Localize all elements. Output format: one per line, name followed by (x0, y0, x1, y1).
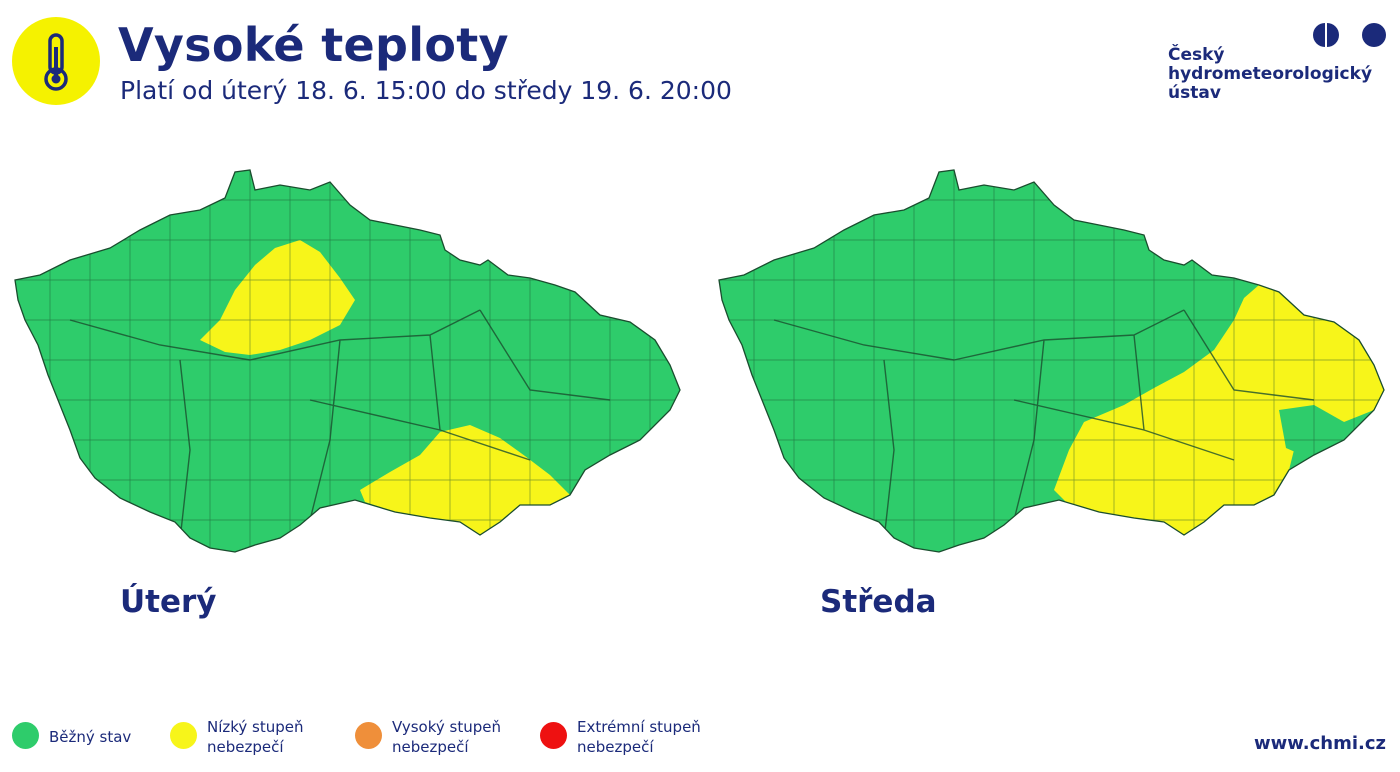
validity-period: Platí od úterý 18. 6. 15:00 do středy 19… (120, 76, 732, 105)
legend-label-line2: nebezpečí (392, 738, 469, 756)
chmi-logo-text: Český hydrometeorologický ústav (1168, 46, 1393, 103)
normal-area-pocket (1279, 405, 1344, 458)
day-label-wednesday: Středa (820, 584, 937, 620)
warning-area-moravia (1054, 285, 1384, 535)
map-czech-republic (15, 170, 680, 552)
map-wednesday (718, 169, 1385, 553)
legend-label: Extrémní stupeň (577, 718, 701, 736)
footer-url[interactable]: www.chmi.cz (1254, 733, 1386, 754)
legend-label: Běžný stav (49, 728, 132, 746)
chmi-logo-icon (1313, 23, 1386, 47)
legend-swatch-yellow (170, 722, 197, 749)
warning-badge (12, 17, 100, 105)
warning-area-prague (200, 240, 355, 355)
legend-swatch-green (12, 722, 39, 749)
legend-label: Nízký stupeň (207, 718, 304, 736)
logo-line-3: ústav (1168, 83, 1221, 103)
thermometer-icon (44, 33, 68, 91)
legend-label-line2: nebezpečí (577, 738, 654, 756)
logo-line-1: Český (1168, 45, 1225, 65)
map-tuesday (14, 169, 681, 553)
legend-label-line2: nebezpečí (207, 738, 284, 756)
page-title: Vysoké teploty (118, 18, 509, 72)
logo-line-2: hydrometeorologický (1168, 64, 1373, 84)
legend-label: Vysoký stupeň (392, 718, 501, 736)
legend-swatch-orange (355, 722, 382, 749)
legend-swatch-red (540, 722, 567, 749)
day-label-tuesday: Úterý (120, 584, 217, 620)
